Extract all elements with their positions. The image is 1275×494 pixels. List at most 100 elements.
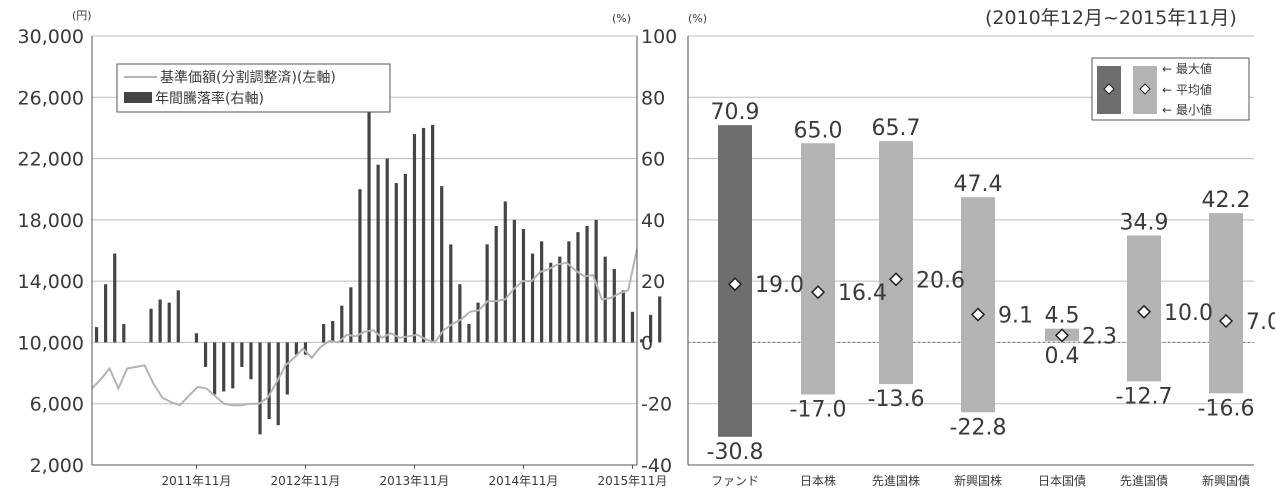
annual-return-bar xyxy=(621,290,625,343)
mean-value-label: 7.0 xyxy=(1246,310,1275,335)
min-value-label: -16.6 xyxy=(1198,396,1255,421)
annual-return-bar xyxy=(449,244,453,343)
annual-return-bar xyxy=(612,268,616,343)
range-legend-diamond-1 xyxy=(1103,83,1115,95)
legend-nav-label: 基準価額(分割調整済)(左軸) xyxy=(160,69,336,86)
range-value-labels: 70.9 -30.8 19.0 65.0 -17.0 16.4 65.7 -13.6 20.6 4… xyxy=(707,100,1275,465)
mean-value-label: 19.0 xyxy=(755,273,804,298)
left-tick-label: 22,000 xyxy=(18,149,84,171)
annual-return-bar xyxy=(194,333,199,343)
right-axis-unit: (%) xyxy=(612,12,631,25)
annual-return-bar xyxy=(585,225,589,343)
left-tick-label: 18,000 xyxy=(18,210,84,232)
annual-return-bar xyxy=(213,342,217,395)
category-label: 先進国債 xyxy=(1120,473,1168,488)
legend-return-label: 年間騰落率(右軸) xyxy=(155,90,264,107)
legend-arrow-mean: ← xyxy=(1162,83,1172,97)
annual-return-bar xyxy=(476,302,480,343)
right-tick-label: 40 xyxy=(641,210,665,232)
x-axis-ticks: 2011年11月 2012年11月 2013年11月 2014年11月 2015年11月 xyxy=(162,465,668,488)
annual-return-bar xyxy=(276,342,280,426)
min-value-label: -17.0 xyxy=(790,398,847,423)
annual-return-bar xyxy=(203,342,208,367)
category-label: 日本株 xyxy=(800,473,836,488)
range-axis-unit: (%) xyxy=(688,12,707,25)
legend-bar-swatch xyxy=(124,92,152,103)
mean-marker xyxy=(1218,313,1234,329)
annual-return-bar xyxy=(294,342,298,355)
mean-value-label: 20.6 xyxy=(916,268,965,293)
annual-return-bar xyxy=(530,253,535,343)
annual-return-bar xyxy=(240,342,244,367)
annual-return-bar xyxy=(485,244,489,343)
annual-return-bar xyxy=(167,302,171,343)
max-value-label: 65.7 xyxy=(872,116,921,141)
right-tick-label: 0 xyxy=(641,332,653,354)
min-value-label: 0.4 xyxy=(1045,344,1080,369)
mean-value-label: 2.3 xyxy=(1082,324,1117,349)
right-tick-label: 80 xyxy=(641,87,665,109)
min-value-label: -13.6 xyxy=(868,387,925,412)
left-tick-label: 26,000 xyxy=(18,87,84,109)
annual-return-bar xyxy=(94,327,99,343)
annual-return-bar xyxy=(639,339,644,343)
annual-return-bar xyxy=(658,296,662,343)
mean-marker xyxy=(1054,328,1070,343)
legend-max-label: 最大値 xyxy=(1176,61,1212,76)
right-tick-label: -20 xyxy=(641,394,672,416)
legend-box xyxy=(116,63,391,113)
annual-return-bar xyxy=(231,342,235,389)
annual-return-bar xyxy=(576,232,580,343)
x-tick-label: 2013年11月 xyxy=(380,474,450,488)
annual-return-bar xyxy=(258,342,262,435)
annual-return-bar xyxy=(222,342,226,392)
annual-return-bar xyxy=(349,287,353,343)
annual-return-bar xyxy=(104,284,108,343)
mean-value-label: 9.1 xyxy=(998,304,1033,329)
category-label: 先進国株 xyxy=(872,473,920,488)
x-tick-label: 2015年11月 xyxy=(598,474,668,488)
legend-min-label: 最小値 xyxy=(1176,102,1212,117)
annual-return-bar xyxy=(540,241,544,343)
right-tick-label: 100 xyxy=(641,26,677,48)
mean-value-label: 16.4 xyxy=(838,281,887,306)
annual-return-bar xyxy=(113,253,117,343)
mean-marker xyxy=(1136,304,1152,319)
annual-return-bar xyxy=(494,225,498,343)
x-tick-label: 2012年11月 xyxy=(271,474,341,488)
annual-return-bar xyxy=(558,256,562,343)
range-bar xyxy=(879,141,913,385)
annual-return-bars xyxy=(94,97,662,435)
annual-return-bar xyxy=(412,134,417,343)
annual-return-bar xyxy=(322,324,326,343)
annual-return-bar xyxy=(467,324,471,343)
annual-return-bar xyxy=(385,158,389,343)
annual-return-bar xyxy=(376,164,380,343)
annual-return-bar xyxy=(267,342,271,420)
min-value-label: -30.8 xyxy=(707,440,764,465)
annual-return-bar xyxy=(458,284,462,343)
nav-line-series xyxy=(91,248,638,407)
annual-return-bar xyxy=(421,127,426,343)
annual-return-bar xyxy=(122,324,126,343)
category-label: 新興国債 xyxy=(1202,473,1250,488)
annual-return-bar xyxy=(567,241,571,343)
left-axes-frame xyxy=(91,36,638,466)
min-value-label: -12.7 xyxy=(1116,384,1173,409)
annual-return-bar xyxy=(503,201,507,343)
max-value-label: 70.9 xyxy=(711,100,760,125)
left-tick-label: 30,000 xyxy=(18,26,84,48)
left-axis-unit: (円) xyxy=(72,9,92,22)
category-label: 新興国株 xyxy=(954,473,1002,488)
left-tick-label: 10,000 xyxy=(18,332,84,354)
annual-return-bar xyxy=(630,311,635,343)
max-value-label: 47.4 xyxy=(954,172,1003,197)
annual-return-bar xyxy=(403,173,407,343)
left-axis-ticks: 2,000 6,000 10,000 14,000 18,000 22,000 26,000… xyxy=(18,26,84,477)
annual-return-bar xyxy=(440,186,444,343)
annual-return-bar xyxy=(249,342,253,380)
max-value-label: 42.2 xyxy=(1202,188,1251,213)
mean-marker xyxy=(727,277,743,292)
annual-return-bar xyxy=(649,314,653,343)
annual-return-bar xyxy=(512,219,516,343)
